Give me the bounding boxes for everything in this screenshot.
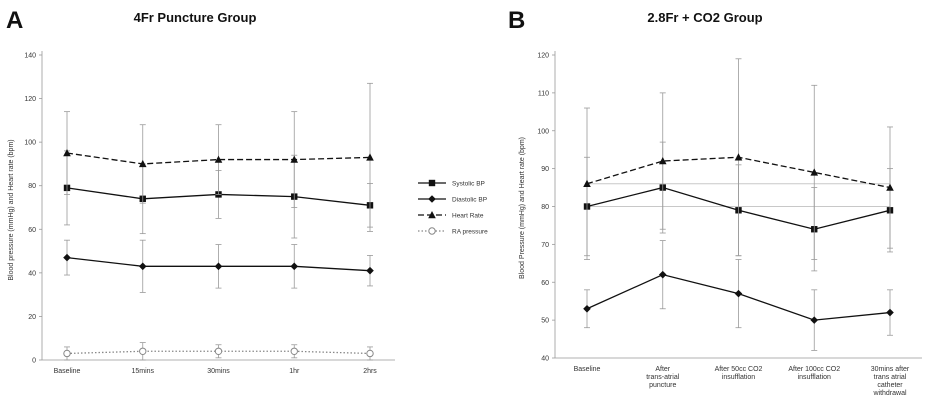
p0-series-ra-pressure-point <box>139 347 147 355</box>
p1-series-3-point <box>734 153 743 161</box>
panel-letter-b: B <box>508 7 525 34</box>
p0-series-ra-pressure-point <box>63 349 71 358</box>
legend-item-systolic-bp-swatch-marker <box>428 179 436 187</box>
chart-title-b: 2.8Fr + CO2 Group <box>647 10 762 25</box>
chart-title-a: 4Fr Puncture Group <box>134 10 257 25</box>
legend-a: Systolic BP Diastolic BP Heart Rate RA pres… <box>418 179 488 236</box>
p1-series-2-point <box>810 316 819 324</box>
p0-x-tick-label: 15mins <box>131 368 154 375</box>
p1-series-2-point <box>658 270 667 279</box>
p0-series-diastolic-bp-point <box>63 253 71 262</box>
p0-series-heart-rate-point <box>290 155 299 163</box>
legend-item-systolic-bp-label: Systolic BP <box>452 181 485 188</box>
p0-y-tick-label: 20 <box>28 314 36 321</box>
legend-item-heart-rate-label: Heart Rate <box>452 213 484 220</box>
legend-item-diastolic-bp-swatch-marker <box>428 195 436 203</box>
p0-x-tick-label: 2hrs <box>363 368 377 375</box>
p1-series-3-point <box>810 168 819 176</box>
y-axis-label-b: Blood Pressure (mmHg) and Heart rate (bp… <box>519 137 526 279</box>
p1-y-tick-label: 40 <box>541 356 549 363</box>
p0-y-tick-label: 60 <box>28 227 36 234</box>
p1-y-tick-label: 80 <box>541 204 549 211</box>
p0-series-heart-rate-line <box>66 152 371 165</box>
p0-series-heart-rate-point <box>63 149 71 157</box>
p0-series-diastolic-bp-point <box>290 262 299 271</box>
p0-x-tick-label: 1hr <box>289 368 300 375</box>
p1-x-tick-label: Baseline <box>574 366 601 373</box>
legend-item-ra-pressure-label: RA pressure <box>452 229 488 236</box>
p1-series-2-point <box>583 304 591 313</box>
p0-x-tick-label: 30mins <box>207 368 230 375</box>
p0-series-heart-rate-point <box>366 153 374 161</box>
p1-y-tick-label: 100 <box>537 128 549 135</box>
p0-y-tick-label: 0 <box>32 358 36 365</box>
p1-x-tick-label: After trans-atrial puncture <box>646 366 680 389</box>
p0-series-diastolic-bp-point <box>214 262 223 271</box>
p1-x-tick-label: After 50cc CO2 insufflation <box>715 366 763 381</box>
p0-series-ra-pressure-point <box>214 347 223 355</box>
p0-y-tick-label: 100 <box>24 140 36 147</box>
p1-y-tick-label: 90 <box>541 166 549 173</box>
p0-series-diastolic-bp-point <box>138 262 147 271</box>
p0-y-tick-label: 140 <box>24 53 36 60</box>
p1-series-3-point <box>658 157 667 165</box>
p0-y-tick-label: 120 <box>24 96 36 103</box>
p1-y-tick-label: 70 <box>541 242 549 249</box>
legend-item-heart-rate-swatch-marker <box>428 211 436 219</box>
p0-series-ra-pressure-point <box>290 347 298 355</box>
p0-y-tick-label: 80 <box>28 183 36 190</box>
y-axis-label-a: Blood pressure (mmHg) and Heart rate (bp… <box>8 139 15 280</box>
p0-series-ra-pressure-point <box>366 349 374 358</box>
p1-series-3-point <box>583 179 591 187</box>
legend-item-diastolic-bp-label: Diastolic BP <box>452 197 487 204</box>
p0-series-heart-rate-point <box>138 159 147 168</box>
p0-series-diastolic-bp-point <box>366 266 374 275</box>
p0-y-tick-label: 40 <box>28 270 36 277</box>
p1-series-2-point <box>886 308 894 317</box>
p0-series-heart-rate-point <box>214 155 223 163</box>
p1-x-tick-label: 30mins after trans atrial catheter withdraw… <box>871 366 910 397</box>
p1-x-tick-label: After 100cc CO2 insufflation <box>788 366 840 381</box>
legend-item-ra-pressure-swatch-marker <box>428 227 436 235</box>
p1-y-tick-label: 60 <box>541 280 549 287</box>
p1-y-tick-label: 120 <box>537 53 549 60</box>
p1-y-tick-label: 50 <box>541 318 549 325</box>
plot-a: 0 20 40 60 80 100 120 140 Baseline 15mins 30mins 1h… <box>24 51 395 375</box>
plot-b: 40 50 60 70 80 90 100 110 120 Baseline After trans-… <box>537 51 922 397</box>
p1-series-2-point <box>734 289 743 298</box>
p1-series-3-point <box>886 183 894 191</box>
p1-y-tick-label: 110 <box>538 90 549 97</box>
panel-letter-a: A <box>6 7 23 34</box>
p0-x-tick-label: Baseline <box>54 368 81 375</box>
